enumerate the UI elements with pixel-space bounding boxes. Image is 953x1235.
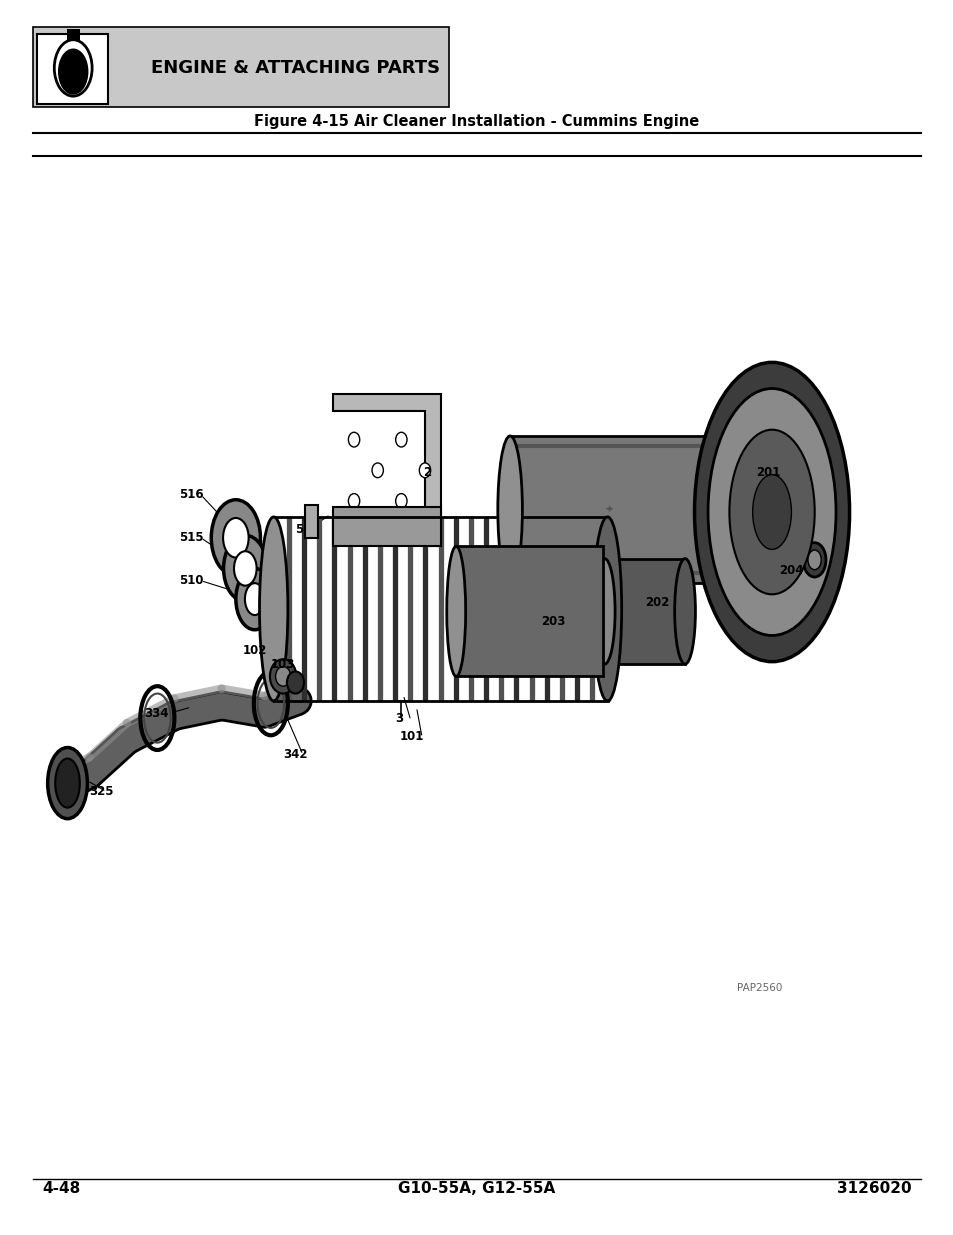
Ellipse shape xyxy=(593,517,621,701)
Text: 203: 203 xyxy=(540,615,565,627)
Text: ENGINE & ATTACHING PARTS: ENGINE & ATTACHING PARTS xyxy=(151,59,439,77)
Ellipse shape xyxy=(59,49,88,94)
Ellipse shape xyxy=(707,389,835,636)
Circle shape xyxy=(395,494,407,509)
Ellipse shape xyxy=(752,474,791,550)
Ellipse shape xyxy=(54,40,92,96)
Ellipse shape xyxy=(747,436,772,583)
Circle shape xyxy=(287,672,304,694)
Ellipse shape xyxy=(446,546,465,677)
Text: ✦: ✦ xyxy=(604,505,614,515)
Ellipse shape xyxy=(233,551,256,585)
Ellipse shape xyxy=(807,550,821,569)
Text: 102: 102 xyxy=(242,645,267,657)
Ellipse shape xyxy=(211,500,260,576)
Text: 3126020: 3126020 xyxy=(837,1182,911,1197)
Bar xyxy=(37,33,108,104)
Ellipse shape xyxy=(674,558,695,664)
Bar xyxy=(510,436,760,583)
Ellipse shape xyxy=(694,362,849,662)
Text: 342: 342 xyxy=(283,748,307,762)
Text: 510: 510 xyxy=(179,574,203,587)
Polygon shape xyxy=(333,394,440,546)
Ellipse shape xyxy=(497,436,522,583)
Circle shape xyxy=(395,432,407,447)
Text: 204: 204 xyxy=(779,564,803,578)
Ellipse shape xyxy=(223,517,249,557)
Text: PAP2560: PAP2560 xyxy=(737,983,781,993)
Ellipse shape xyxy=(223,535,267,601)
Text: 201: 201 xyxy=(755,467,780,479)
Text: 516: 516 xyxy=(179,488,204,501)
Text: 103: 103 xyxy=(271,657,294,671)
Bar xyxy=(456,546,602,677)
Ellipse shape xyxy=(48,747,88,819)
Text: G10-55A, G12-55A: G10-55A, G12-55A xyxy=(398,1182,555,1197)
Text: 2: 2 xyxy=(422,467,431,479)
Text: 101: 101 xyxy=(399,730,423,743)
Ellipse shape xyxy=(594,558,615,664)
Ellipse shape xyxy=(55,758,80,808)
Text: 325: 325 xyxy=(90,785,113,798)
Polygon shape xyxy=(333,508,440,546)
Text: 515: 515 xyxy=(179,531,204,545)
Text: 202: 202 xyxy=(644,597,669,609)
Bar xyxy=(32,27,448,107)
Ellipse shape xyxy=(802,542,825,577)
Circle shape xyxy=(348,432,359,447)
Circle shape xyxy=(270,659,296,694)
Text: 334: 334 xyxy=(144,706,169,720)
Circle shape xyxy=(275,667,291,687)
Ellipse shape xyxy=(729,430,814,594)
Bar xyxy=(67,28,80,41)
Ellipse shape xyxy=(245,583,264,615)
Text: Figure 4-15 Air Cleaner Installation - Cummins Engine: Figure 4-15 Air Cleaner Installation - C… xyxy=(254,115,699,130)
Text: 3: 3 xyxy=(395,711,402,725)
Circle shape xyxy=(419,463,430,478)
Text: 4-48: 4-48 xyxy=(42,1182,80,1197)
Ellipse shape xyxy=(235,568,274,630)
Circle shape xyxy=(372,463,383,478)
Polygon shape xyxy=(305,505,317,537)
Circle shape xyxy=(348,494,359,509)
Bar xyxy=(604,558,684,664)
Ellipse shape xyxy=(259,517,288,701)
Text: 5: 5 xyxy=(295,522,303,536)
